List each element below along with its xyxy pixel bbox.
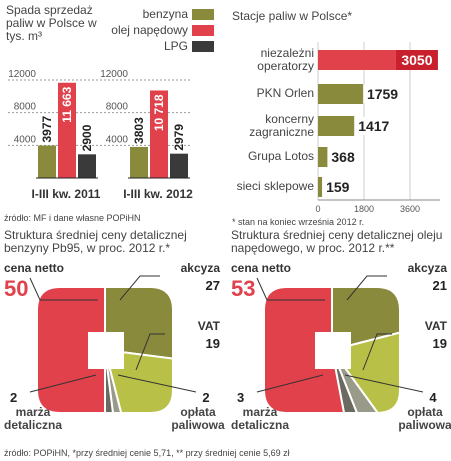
footnote: * stan na koniec września 2012 r.: [232, 217, 365, 227]
leader-line: [344, 374, 424, 393]
bar-value-label: 368: [331, 149, 355, 165]
slice: [331, 349, 378, 412]
bar-value-label: 2900: [80, 124, 94, 151]
y-tick-label: PKN Orlen: [256, 86, 314, 100]
y-tick-label: sieci sklepowe: [236, 179, 314, 193]
x-tick-label: I-III kw. 2012: [123, 187, 193, 201]
bar: [58, 82, 76, 178]
slice-value: 19: [206, 336, 220, 351]
chart-title: Spada sprzedaż paliw w Polsce w tys. m³: [6, 3, 97, 43]
bar-value-label: 3050: [401, 52, 432, 68]
y-tick-label: 8000: [14, 102, 37, 113]
slice-label: akcyza: [408, 261, 448, 275]
slice: [330, 318, 399, 412]
bar: [130, 146, 148, 178]
leader-line: [29, 374, 97, 393]
legend-swatch: [192, 25, 214, 36]
bar-value-label: 1417: [358, 118, 389, 134]
slice-value: 19: [433, 336, 447, 351]
leader-line: [256, 374, 324, 393]
slice: [104, 288, 172, 367]
bar-value-label: 3803: [132, 117, 146, 144]
x-tick-label: I-III kw. 2011: [32, 187, 101, 201]
x-tick-label: 1800: [354, 204, 374, 214]
leader-line: [119, 275, 160, 301]
y-tick-label: 12000: [8, 69, 36, 80]
slice-label: VAT: [425, 319, 448, 333]
leader-line: [346, 275, 387, 301]
slice: [104, 349, 137, 412]
value-badge: [355, 117, 389, 135]
leader-line: [362, 333, 392, 371]
legend-label: benzyna: [143, 7, 189, 21]
value-badge: [395, 50, 438, 70]
slice-label: cena netto: [231, 261, 291, 275]
value-badge: [328, 148, 362, 166]
slice-label: marża detaliczna: [3, 405, 63, 432]
bar: [78, 154, 96, 178]
legend-label: LPG: [164, 39, 188, 53]
value-badge: [363, 85, 397, 103]
bar: [318, 177, 323, 197]
bar: [38, 145, 56, 178]
chart-title: Struktura średniej ceny detalicznej olej…: [231, 228, 443, 255]
y-tick-label: Grupa Lotos: [247, 149, 314, 163]
bar: [318, 116, 355, 136]
slice-label: cena netto: [4, 261, 64, 275]
bar: [318, 84, 363, 104]
bar: [318, 147, 328, 167]
chart-title: Struktura średniej ceny detalicznej benz…: [4, 228, 187, 255]
leader-line: [29, 277, 98, 301]
legend-label: olej napędowy: [111, 23, 188, 37]
leader-line: [256, 277, 325, 301]
bar-value-label: 159: [326, 179, 350, 195]
source-note: źródło: MF i dane własne POPiHN: [4, 213, 141, 223]
slice: [104, 349, 122, 412]
slice-label: VAT: [198, 319, 221, 333]
slice-value: 3: [237, 390, 244, 405]
bar-value-label: 2979: [172, 124, 186, 151]
slice-label: opłata paliwowa: [398, 405, 451, 432]
slice-value: 2: [10, 390, 17, 405]
bar-value-label: 3977: [40, 115, 54, 142]
bar: [170, 153, 188, 178]
slice-label: opłata paliwowa: [171, 405, 225, 432]
y-tick-label: 12000: [100, 69, 128, 80]
slice: [265, 288, 356, 412]
bar-value-label: 1759: [367, 86, 398, 102]
y-tick-label: koncerny zagraniczne: [249, 112, 314, 139]
slice-value: 21: [433, 278, 447, 293]
leader-line: [117, 374, 197, 393]
y-tick-label: niezależni operatorzy: [257, 46, 314, 73]
slice-value: 2: [202, 390, 209, 405]
bar-value-label: 10 718: [152, 94, 166, 131]
legend-swatch: [192, 41, 214, 52]
legend-swatch: [192, 9, 214, 20]
bar: [150, 90, 168, 178]
bar: [318, 50, 396, 70]
slice-label: marża detaliczna: [230, 405, 290, 432]
x-tick-label: 3600: [400, 204, 420, 214]
slice-value: 4: [429, 390, 437, 405]
y-tick-label: 4000: [14, 134, 37, 145]
source-note: źródło: POPiHN, *przy średniej cenie 5,7…: [4, 448, 290, 458]
slice-value: 27: [206, 278, 220, 293]
slice-label: akcyza: [181, 261, 221, 275]
y-tick-label: 8000: [106, 102, 129, 113]
slice-value: 53: [231, 276, 255, 301]
bar-value-label: 11 663: [60, 86, 74, 122]
y-tick-label: 4000: [106, 134, 129, 145]
x-tick-label: 0: [315, 204, 320, 214]
slice-value: 50: [4, 276, 28, 301]
value-badge: [323, 178, 357, 196]
slice: [331, 349, 399, 412]
slice: [38, 288, 106, 412]
chart-title: Stacje paliw w Polsce*: [232, 9, 353, 23]
leader-line: [135, 333, 165, 371]
